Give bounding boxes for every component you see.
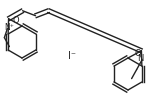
Text: O: O xyxy=(134,48,141,57)
Text: N⁺: N⁺ xyxy=(4,23,14,32)
Text: O: O xyxy=(12,15,19,25)
Text: I⁻: I⁻ xyxy=(68,51,76,61)
Text: N: N xyxy=(137,54,144,63)
